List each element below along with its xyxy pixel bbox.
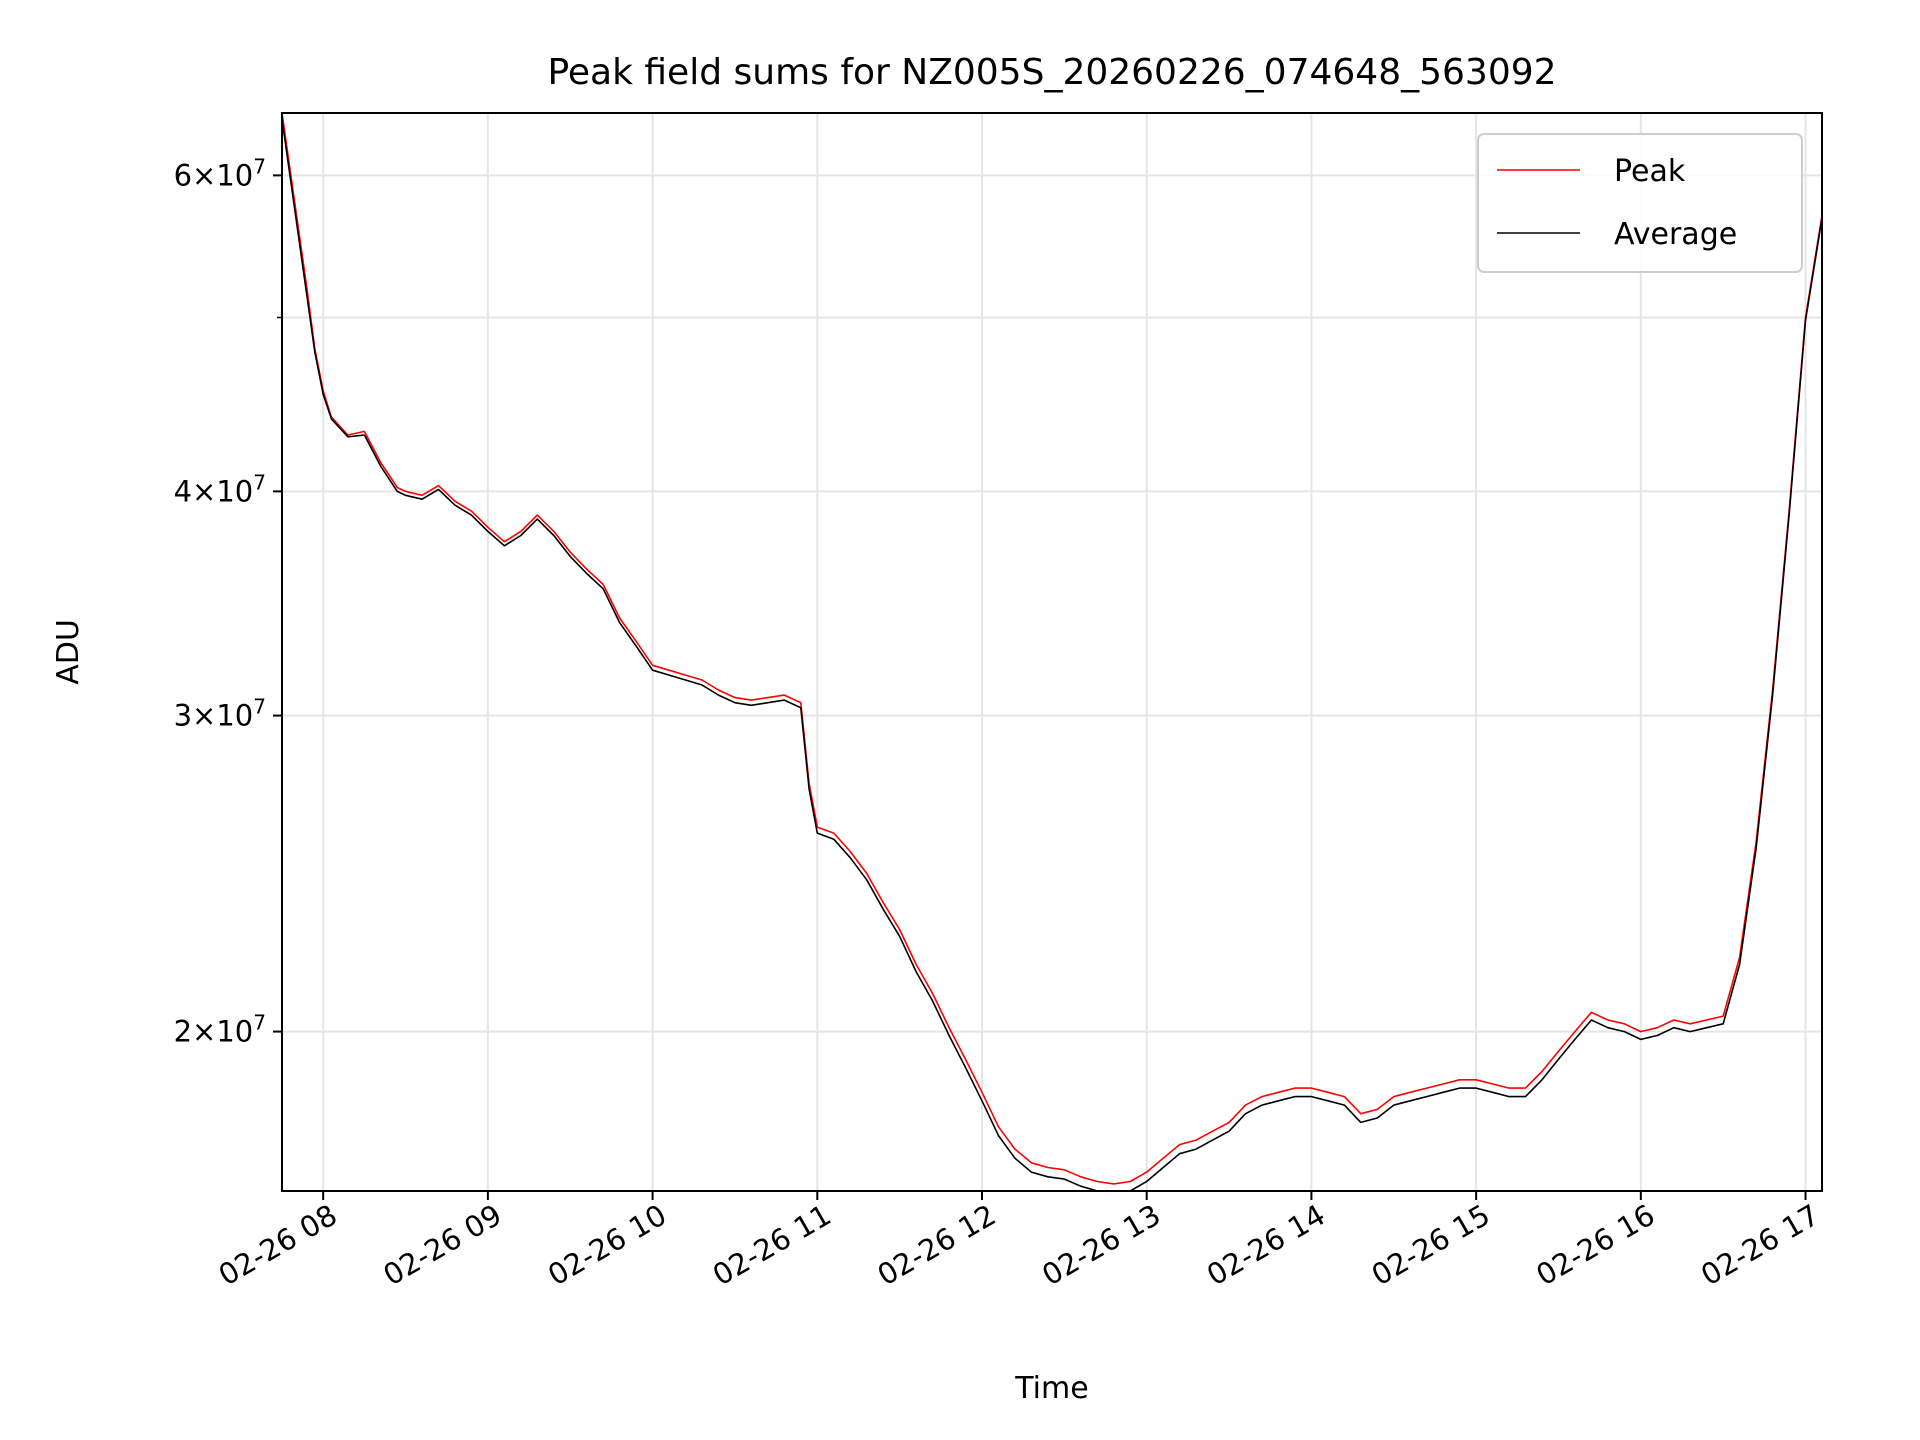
legend-box [1477,133,1803,273]
y-axis-label: ADU [51,619,86,685]
x-axis-label: Time [1014,1371,1088,1406]
legend: Peak Average [1477,133,1803,273]
plot-frame [281,112,1823,1192]
series-line-average [282,118,1822,1191]
grid [282,113,1822,1191]
y-tick-label: 2×107 [174,1011,266,1049]
y-tick-label: 6×107 [174,154,266,192]
y-axis: 2×107 3×107 4×107 6×107 [174,154,282,1049]
y-tick-label: 4×107 [174,470,266,508]
plot-series [282,113,1822,1191]
chart-title: Peak field sums for NZ005S_20260226_0746… [547,52,1556,93]
legend-label-average: Average [1614,217,1737,252]
legend-label-peak: Peak [1614,154,1686,189]
y-tick-label: 3×107 [174,695,266,733]
series-line-peak [282,113,1822,1185]
